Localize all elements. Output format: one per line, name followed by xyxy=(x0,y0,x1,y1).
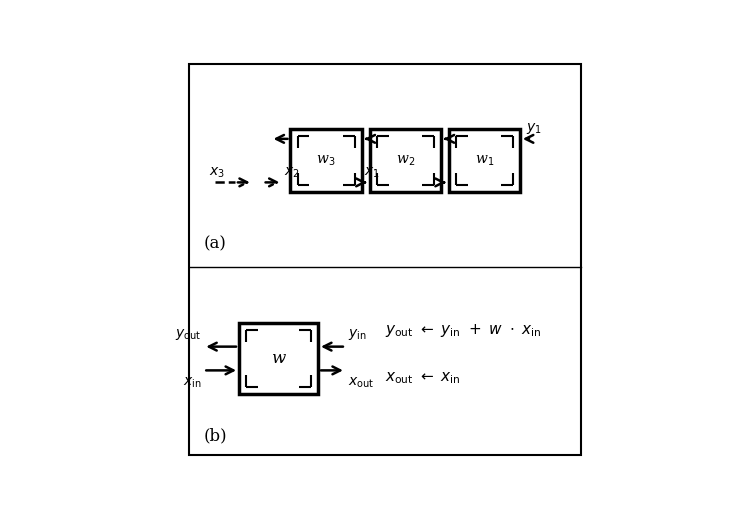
Text: $x_{\rm out}$: $x_{\rm out}$ xyxy=(348,375,374,390)
Text: $x_1$: $x_1$ xyxy=(364,165,380,179)
Text: $y_{\rm out}$: $y_{\rm out}$ xyxy=(175,327,202,342)
Bar xyxy=(239,323,318,394)
Text: w$_3$: w$_3$ xyxy=(317,153,335,168)
Text: (b): (b) xyxy=(203,427,227,444)
Text: $x_{\rm out}\ \leftarrow\ x_{\rm in}$: $x_{\rm out}\ \leftarrow\ x_{\rm in}$ xyxy=(386,371,461,386)
Text: $y_{\rm out}\ \leftarrow\ y_{\rm in}\ +\ w\ \cdot\ x_{\rm in}$: $y_{\rm out}\ \leftarrow\ y_{\rm in}\ +\… xyxy=(386,322,542,339)
Text: w$_1$: w$_1$ xyxy=(475,153,494,168)
Text: $x_{\rm in}$: $x_{\rm in}$ xyxy=(183,375,202,390)
Text: $x_2$: $x_2$ xyxy=(284,165,300,179)
Text: w: w xyxy=(271,350,286,367)
Bar xyxy=(369,129,441,192)
Text: (a): (a) xyxy=(203,235,226,252)
Text: $y_{\rm in}$: $y_{\rm in}$ xyxy=(348,327,366,342)
Bar xyxy=(290,129,362,192)
Text: $y_1$: $y_1$ xyxy=(526,121,541,136)
Text: $x_3$: $x_3$ xyxy=(209,165,225,179)
Text: w$_2$: w$_2$ xyxy=(396,153,415,168)
Bar xyxy=(449,129,520,192)
